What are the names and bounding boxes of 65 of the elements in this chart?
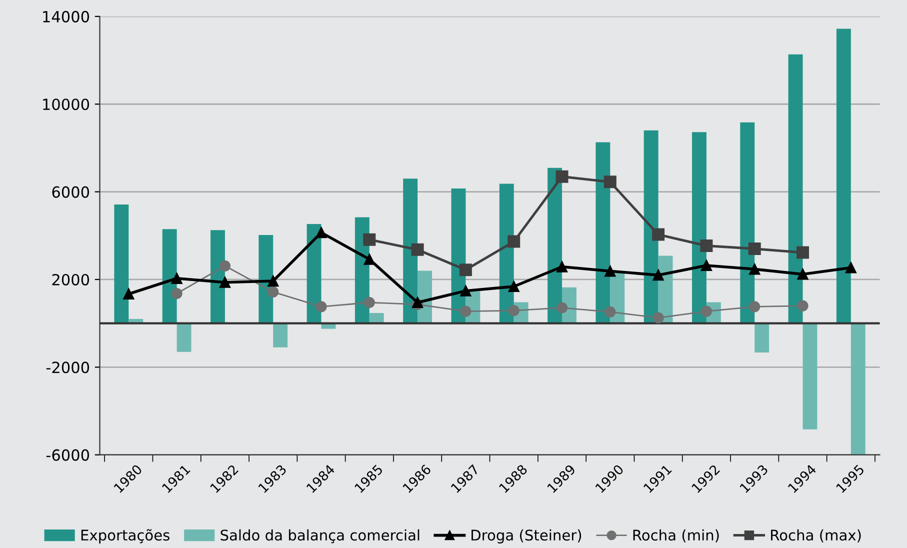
y-tick-label: 10000 bbox=[43, 98, 90, 110]
point bbox=[268, 275, 279, 287]
point bbox=[797, 268, 808, 280]
point bbox=[508, 280, 520, 292]
bar bbox=[403, 178, 418, 324]
bar bbox=[162, 229, 177, 324]
point bbox=[700, 260, 712, 272]
point bbox=[652, 270, 664, 281]
bar bbox=[740, 122, 755, 324]
point bbox=[845, 262, 856, 274]
point bbox=[219, 276, 231, 288]
point bbox=[171, 272, 182, 284]
bar bbox=[850, 323, 866, 455]
bar bbox=[369, 313, 384, 324]
point bbox=[411, 243, 424, 256]
bar bbox=[836, 28, 851, 324]
point bbox=[556, 302, 568, 314]
bar bbox=[644, 130, 658, 324]
point bbox=[604, 176, 616, 188]
legend-label: Exportações bbox=[81, 529, 170, 544]
bar bbox=[802, 323, 818, 430]
point bbox=[123, 288, 134, 300]
point bbox=[364, 254, 375, 265]
bar bbox=[788, 54, 803, 324]
point bbox=[604, 266, 616, 277]
point bbox=[556, 261, 568, 272]
bar bbox=[176, 323, 192, 352]
y-tick-label: 6000 bbox=[52, 186, 90, 198]
y-tick-label: 14000 bbox=[43, 10, 90, 22]
bar bbox=[754, 323, 770, 352]
point bbox=[797, 300, 808, 312]
point bbox=[364, 296, 375, 308]
point bbox=[652, 312, 664, 324]
point bbox=[268, 286, 279, 298]
point bbox=[604, 306, 616, 318]
bar bbox=[306, 224, 322, 324]
y-tick-label: -2000 bbox=[46, 362, 90, 374]
bar bbox=[114, 204, 129, 324]
point bbox=[459, 264, 472, 276]
bar bbox=[273, 323, 288, 348]
point bbox=[460, 306, 472, 317]
point bbox=[700, 306, 712, 317]
point bbox=[508, 305, 520, 316]
point bbox=[363, 233, 376, 246]
point bbox=[796, 246, 809, 259]
point bbox=[700, 239, 713, 252]
point bbox=[508, 235, 520, 248]
point bbox=[460, 285, 472, 296]
legend-label: Droga (Steiner) bbox=[472, 529, 582, 544]
point bbox=[171, 288, 182, 300]
point bbox=[749, 301, 760, 312]
bar bbox=[692, 132, 706, 324]
y-tick-label: 2000 bbox=[52, 274, 90, 286]
point bbox=[749, 264, 760, 275]
point bbox=[316, 301, 327, 312]
legend-label: Rocha (min) bbox=[633, 529, 719, 542]
y-tick-label: -6000 bbox=[46, 449, 90, 461]
legend-label: Rocha (max) bbox=[771, 529, 861, 542]
point bbox=[748, 242, 761, 256]
point bbox=[316, 227, 327, 238]
point bbox=[652, 228, 665, 241]
point bbox=[556, 170, 568, 183]
bar bbox=[596, 142, 610, 324]
legend-label: Saldo da balança comercial bbox=[220, 529, 420, 544]
point bbox=[219, 260, 231, 272]
